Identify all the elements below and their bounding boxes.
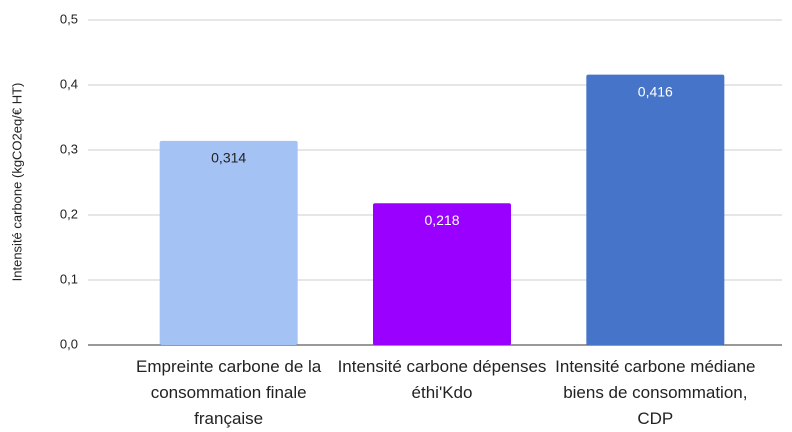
y-tick-label: 0,5	[60, 11, 78, 26]
y-tick-label: 0,2	[60, 206, 78, 221]
data-label: 0,416	[638, 83, 673, 99]
bar	[159, 140, 298, 345]
x-tick-label: Empreinte carbone de la consommation fin…	[136, 357, 322, 428]
y-tick-label: 0,0	[60, 336, 78, 351]
bar	[373, 203, 511, 345]
data-label: 0,314	[211, 150, 246, 166]
data-label: 0,218	[424, 212, 459, 228]
bar	[586, 74, 725, 345]
y-tick-label: 0,1	[60, 271, 78, 286]
y-tick-label: 0,4	[60, 76, 78, 91]
y-tick-label: 0,3	[60, 141, 78, 156]
x-tick-label: Intensité carbone médiane biens de conso…	[555, 357, 756, 428]
y-axis-title: Intensité carbone (kgCO2eq/€ HT)	[9, 83, 24, 282]
x-tick-label: Intensité carbone dépenses éthi'Kdo	[337, 357, 547, 402]
